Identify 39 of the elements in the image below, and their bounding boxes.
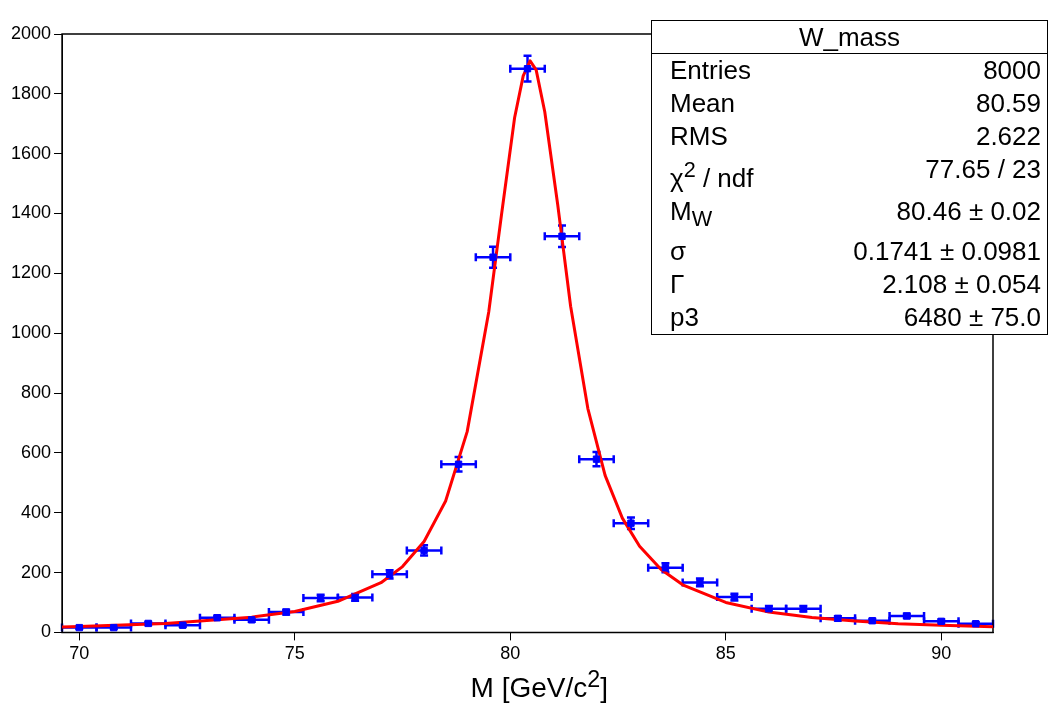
annotation: Entries	[670, 54, 751, 87]
point	[592, 455, 601, 463]
y-tick-label: 1200	[11, 262, 52, 283]
annotation: Mean	[670, 87, 736, 120]
y-tick-label: 800	[21, 382, 52, 403]
annotation: M$_{W}$	[670, 194, 713, 233]
annotation: 77.65 / 23	[925, 153, 1041, 186]
annotation: 2.622	[975, 120, 1041, 153]
x-axis-title: M [GeV/c$^{2}$]	[470, 666, 608, 705]
annotation: 2.108 ± 0.054	[882, 267, 1041, 301]
annotation: p3	[670, 300, 699, 334]
x-tick-label: 85	[715, 643, 736, 664]
point	[558, 232, 566, 240]
x-tick-label: 70	[69, 643, 90, 664]
annotation: 0.1741 ± 0.0981	[853, 234, 1041, 268]
y-tick-label: 600	[21, 441, 52, 462]
annotation: Γ	[670, 267, 685, 301]
y-tick-label: 1000	[11, 322, 52, 343]
y-tick-label: 1800	[11, 82, 52, 103]
annotation: 8000	[983, 54, 1041, 87]
annotation: W_mass	[652, 21, 1047, 54]
annotation: 80.46 ± 0.02	[896, 194, 1041, 228]
annotation: 80.59	[975, 87, 1041, 120]
point	[489, 253, 497, 261]
x-tick-label: 75	[284, 643, 305, 664]
annotation: χ$^{2}$ / ndf	[670, 156, 754, 195]
point	[454, 460, 463, 468]
x-tick-label: 90	[931, 643, 952, 664]
y-tick-label: 400	[21, 501, 52, 522]
annotation: 6480 ± 75.0	[903, 300, 1041, 334]
y-tick-label: 0	[41, 621, 52, 642]
y-tick-label: 2000	[11, 22, 52, 43]
y-tick-label: 200	[21, 561, 52, 582]
x-tick-label: 80	[500, 643, 521, 664]
point	[523, 65, 532, 73]
annotation: σ	[670, 234, 687, 268]
y-tick-label: 1400	[11, 202, 52, 223]
y-tick-label: 1600	[11, 142, 52, 163]
annotation: RMS	[670, 120, 728, 153]
